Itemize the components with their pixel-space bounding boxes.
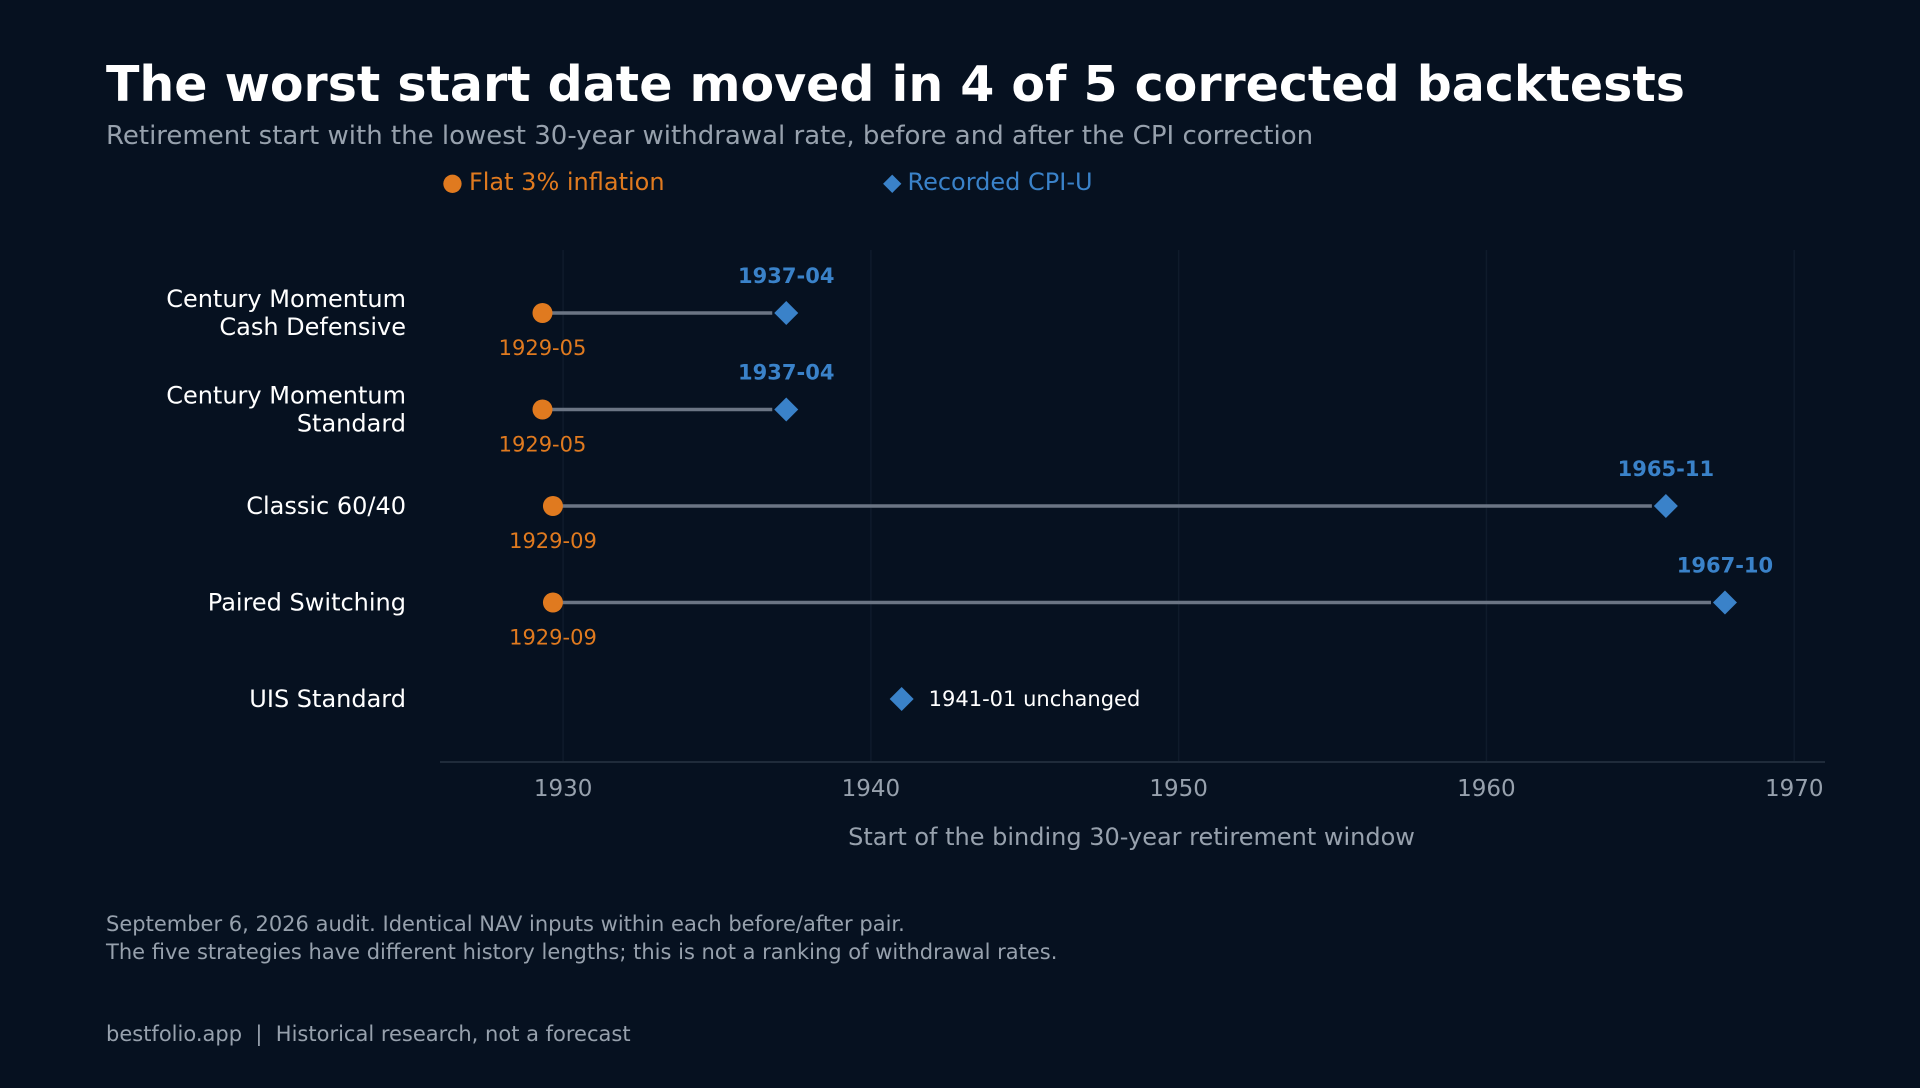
flat-inflation-label: 1929-05 (499, 336, 587, 360)
row-label: Paired Switching (208, 589, 406, 617)
legend-item-flat-inflation: ● Flat 3% inflation (442, 168, 665, 196)
row-label-line: Standard (297, 410, 406, 438)
x-tick-label: 1930 (534, 776, 593, 802)
recorded-cpi-label: 1965-11 (1618, 457, 1714, 481)
row-label-line: Century Momentum (166, 285, 406, 313)
x-tick-label: 1950 (1149, 776, 1208, 802)
x-tick-label: 1940 (842, 776, 901, 802)
recorded-cpi-label: 1937-04 (738, 264, 834, 288)
footnote: September 6, 2026 audit. Identical NAV i… (106, 910, 1057, 966)
row-label: Century Momentum Cash Defensive (166, 285, 406, 341)
recorded-cpi-point (774, 397, 799, 422)
recorded-cpi-label: 1937-04 (738, 361, 834, 385)
flat-inflation-point (542, 496, 563, 516)
flat-inflation-label: 1929-09 (509, 529, 597, 553)
legend-label-cpi: Recorded CPI-U (907, 168, 1093, 196)
recorded-cpi-label: 1967-10 (1677, 554, 1773, 578)
row-label-line: Century Momentum (166, 382, 406, 410)
footnote-line-1: September 6, 2026 audit. Identical NAV i… (106, 912, 905, 936)
chart-subtitle: Retirement start with the lowest 30-year… (106, 121, 1314, 151)
unchanged-label: 1941-01 unchanged (929, 687, 1141, 711)
recorded-cpi-point (1712, 590, 1737, 615)
diamond-icon: ◆ (883, 168, 902, 196)
row-label: Century Momentum Standard (166, 382, 406, 438)
row-label: Classic 60/40 (246, 492, 406, 520)
footnote-line-2: The five strategies have different histo… (106, 940, 1058, 964)
recorded-cpi-point (889, 687, 914, 711)
legend-label-flat: Flat 3% inflation (468, 168, 665, 196)
circle-icon: ● (442, 168, 463, 196)
row-label-line: Cash Defensive (219, 313, 406, 341)
footer-credit: bestfolio.app | Historical research, not… (106, 1022, 631, 1046)
recorded-cpi-point (774, 301, 799, 325)
legend-item-recorded-cpi: ◆ Recorded CPI-U (883, 168, 1093, 196)
flat-inflation-point (532, 399, 553, 420)
row-label: UIS Standard (249, 685, 406, 713)
flat-inflation-label: 1929-05 (499, 433, 587, 457)
x-axis-title: Start of the binding 30-year retirement … (848, 823, 1415, 851)
flat-inflation-point (542, 592, 563, 613)
flat-inflation-point (532, 303, 553, 323)
x-tick-label: 1960 (1457, 776, 1516, 802)
flat-inflation-label: 1929-09 (509, 626, 597, 650)
chart-title: The worst start date moved in 4 of 5 cor… (106, 56, 1685, 113)
recorded-cpi-point (1653, 494, 1678, 518)
x-tick-label: 1970 (1765, 776, 1824, 802)
